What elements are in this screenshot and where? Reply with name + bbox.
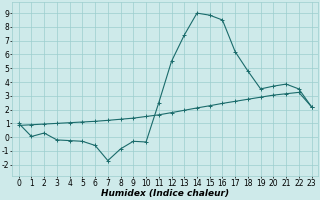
X-axis label: Humidex (Indice chaleur): Humidex (Indice chaleur) [101, 189, 229, 198]
